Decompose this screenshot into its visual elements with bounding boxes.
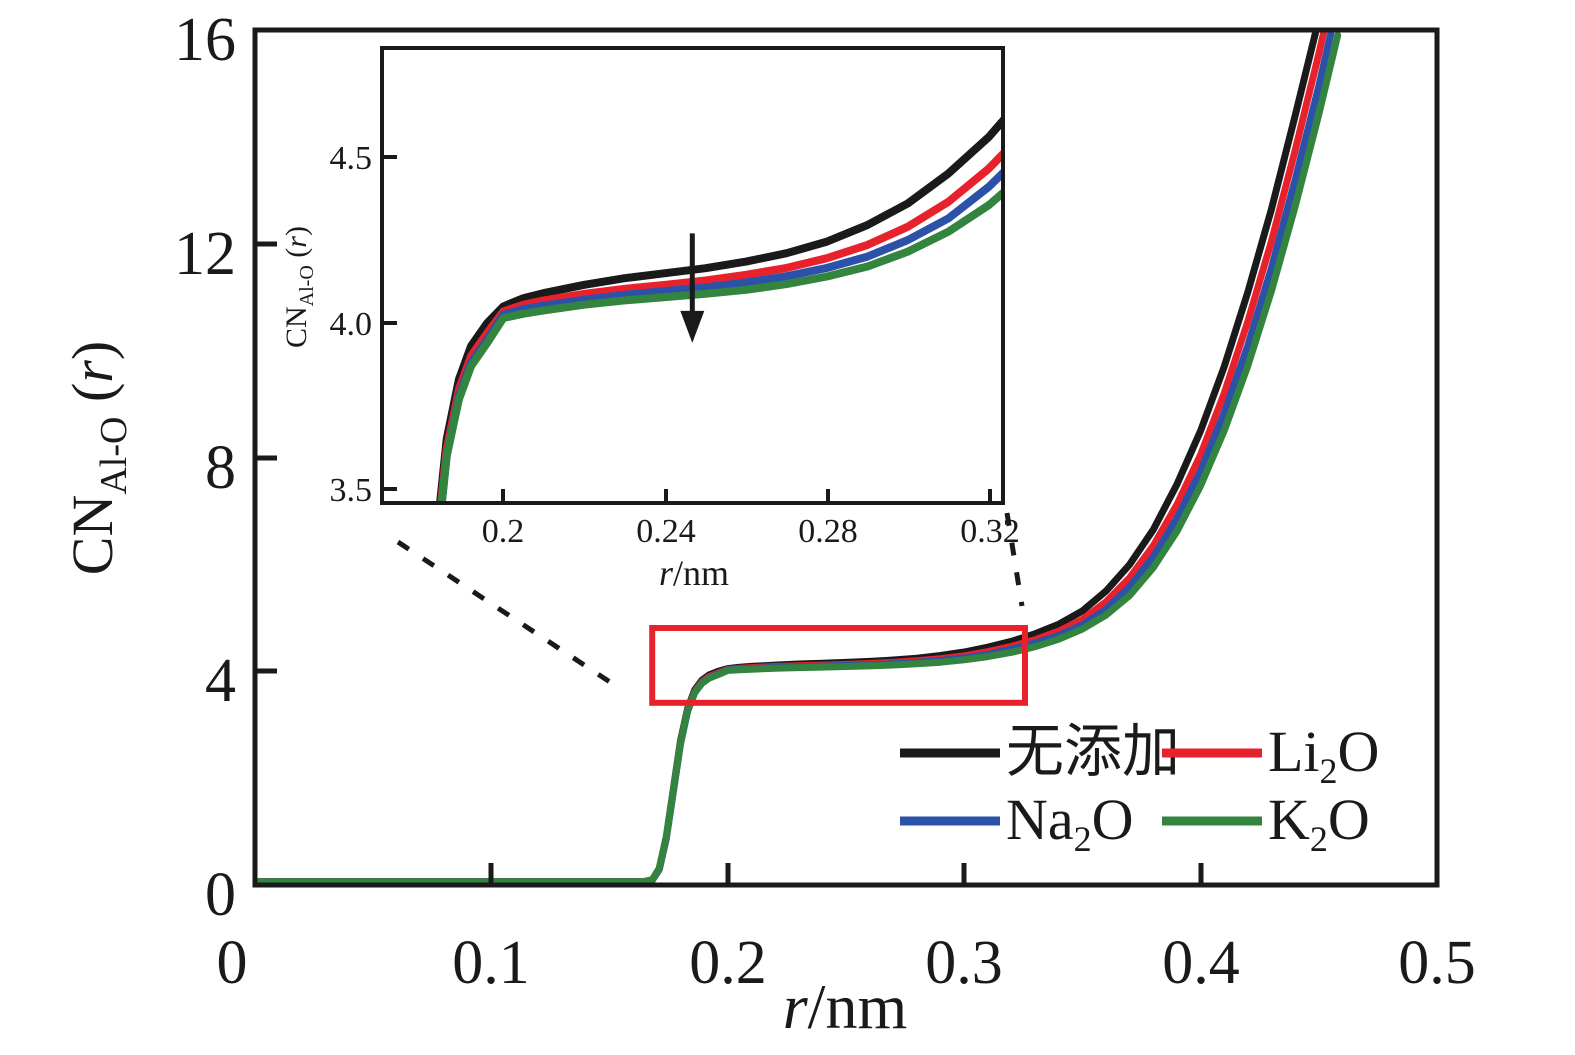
- inset-y-tick-label: 4.5: [330, 140, 373, 177]
- main-x-tick-label: 0.3: [925, 929, 1003, 997]
- zoom-annotation-layer: [396, 512, 1028, 706]
- curve-k2o: [437, 187, 1003, 503]
- legend-label-k2o-sub: 2: [1310, 819, 1328, 859]
- legend-label-na2o-post: O: [1092, 787, 1134, 852]
- main-x-tick-label: 0: [217, 929, 248, 997]
- inset-axis-ticks: [382, 155, 992, 503]
- main-y-axis-label-paren: (: [60, 383, 125, 417]
- main-y-tick-label: 8: [205, 434, 236, 502]
- main-x-tick-label: 0.5: [1398, 929, 1476, 997]
- inset-x-tick-label: 0.24: [636, 513, 696, 550]
- zoom-region-rectangle: [649, 625, 1028, 706]
- curve-li2o: [437, 148, 1003, 503]
- inset-y-axis-label-paren-close: ): [280, 226, 313, 236]
- inset-y-axis-label: CNAl-O (r): [280, 226, 318, 348]
- main-y-axis-label-main: CN: [60, 495, 125, 576]
- decrease-arrow-head: [680, 310, 705, 343]
- main-y-axis-label-paren-close: ): [60, 341, 125, 360]
- legend-label-li2o-pre: Li: [1268, 719, 1320, 784]
- legend-label-none-pre: 无添加: [1006, 719, 1180, 784]
- main-x-axis-label-unit: /nm: [808, 971, 908, 1042]
- main-y-tick-label: 4: [205, 647, 236, 715]
- inset-arrow-layer: [680, 233, 705, 343]
- main-y-axis-label: CNAl-O (r): [60, 341, 135, 575]
- inset-x-tick-labels: 0.2 0.24 0.28 0.32: [482, 513, 1020, 550]
- main-axis-ticks: [255, 241, 1204, 885]
- legend-label-k2o: K2O: [1268, 787, 1370, 859]
- legend-label-na2o-sub: 2: [1074, 819, 1092, 859]
- main-x-axis-label: r/nm: [783, 971, 907, 1042]
- curve-none: [436, 114, 1003, 503]
- main-y-tick-label: 0: [205, 861, 236, 929]
- inset-y-tick-labels: 3.5 4.0 4.5: [330, 140, 373, 509]
- main-y-axis-label-symbol: r: [60, 360, 125, 383]
- inset-y-axis-label-subscript: Al-O: [296, 265, 318, 306]
- main-y-tick-label: 12: [174, 220, 236, 288]
- inset-x-tick-label: 0.2: [482, 513, 525, 550]
- inset-y-tick-label: 4.0: [330, 306, 373, 343]
- inset-plot-series-group: [436, 114, 1003, 503]
- inset-x-axis-label-unit: /nm: [673, 553, 729, 593]
- main-y-tick-labels: 0 4 8 12 16: [174, 6, 236, 929]
- chart-legend: 无添加 Li2O Na2O K2O: [900, 719, 1379, 859]
- curve-na2o: [437, 167, 1003, 503]
- main-x-tick-label: 0.2: [689, 929, 767, 997]
- legend-label-li2o: Li2O: [1268, 719, 1379, 791]
- main-x-tick-label: 0.1: [452, 929, 530, 997]
- inset-x-tick-label: 0.28: [798, 513, 858, 550]
- main-y-axis-label-subscript: Al-O: [93, 417, 135, 495]
- inset-plot-frame: [380, 46, 1005, 505]
- main-plot-series-group: [255, 30, 1342, 886]
- legend-label-none: 无添加: [1006, 719, 1180, 784]
- main-x-tick-labels: 0 0.1 0.2 0.3 0.4 0.5: [217, 929, 1476, 997]
- curve-k2o: [255, 31, 1342, 886]
- legend-label-k2o-pre: K: [1268, 787, 1310, 852]
- inset-y-axis-label-main: CN: [280, 306, 313, 348]
- inset-y-tick-label: 3.5: [330, 472, 373, 509]
- legend-label-na2o: Na2O: [1006, 787, 1134, 859]
- legend-label-k2o-post: O: [1328, 787, 1370, 852]
- main-x-tick-label: 0.4: [1162, 929, 1240, 997]
- legend-label-li2o-post: O: [1338, 719, 1380, 784]
- inset-x-tick-label: 0.32: [960, 513, 1020, 550]
- inset-x-axis-label: r/nm: [659, 553, 729, 593]
- inset-x-axis-label-symbol: r: [659, 553, 674, 593]
- legend-label-na2o-pre: Na: [1006, 787, 1074, 852]
- main-x-axis-label-symbol: r: [783, 971, 809, 1042]
- legend-label-li2o-sub: 2: [1320, 751, 1338, 791]
- inset-y-axis-label-symbol: r: [280, 236, 313, 248]
- main-y-tick-label: 16: [174, 6, 236, 74]
- inset-y-axis-label-paren: (: [280, 248, 313, 266]
